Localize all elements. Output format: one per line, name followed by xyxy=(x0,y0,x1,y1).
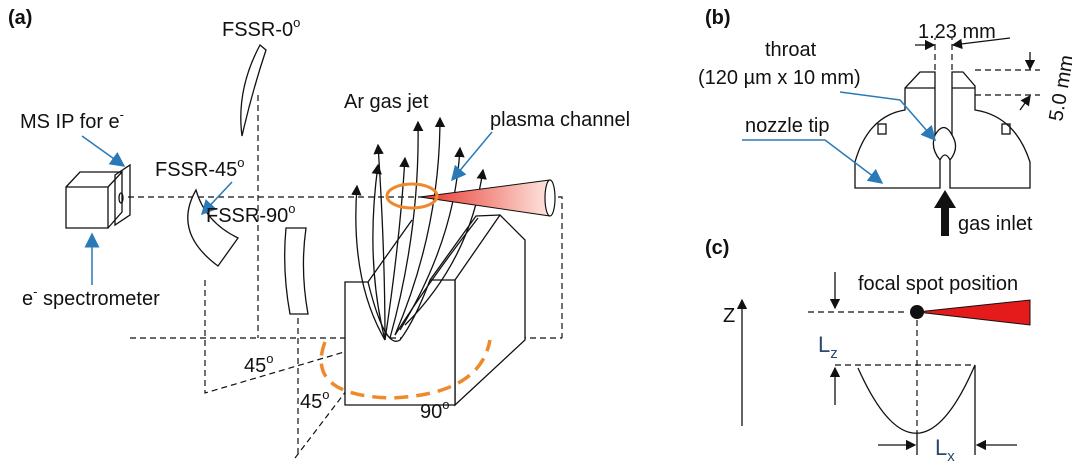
crystal-label: FSSR-45o xyxy=(155,155,244,181)
angle-arc xyxy=(319,339,492,400)
label-text: L xyxy=(818,332,830,357)
label-sub: x xyxy=(947,448,955,465)
panel-c: (c) focal spot position Z Lz Lx xyxy=(705,237,1031,465)
pointer xyxy=(81,135,126,167)
panel-label: (c) xyxy=(705,237,729,259)
nozzle-section xyxy=(854,71,1031,189)
label: MS IP for e- xyxy=(20,107,124,133)
label-sup: o xyxy=(266,351,273,366)
pointer xyxy=(839,91,936,142)
label: throat xyxy=(765,39,817,61)
dimension-lines xyxy=(934,38,1040,96)
label-sup: o xyxy=(442,397,449,412)
label: nozzle tip xyxy=(745,115,830,137)
label-sup: o xyxy=(322,387,329,402)
label-sup: - xyxy=(120,107,124,122)
label-text: MS IP for e xyxy=(20,111,120,133)
label-text: FSSR-45 xyxy=(155,159,237,181)
laser-cone xyxy=(419,179,551,217)
label-text: spectrometer xyxy=(37,288,160,310)
panel-label: (b) xyxy=(705,7,731,29)
symbol: Lx xyxy=(935,435,955,465)
label-sub: z xyxy=(830,345,838,362)
pointer xyxy=(742,139,884,184)
label: Ar gas jet xyxy=(344,91,429,113)
panel-a: (a) FSSR-0o MS IP for e- e- spectrometer… xyxy=(8,7,630,459)
label-text: L xyxy=(935,435,947,460)
label-sup: - xyxy=(33,284,37,299)
label-text: 45 xyxy=(300,391,322,413)
label-sup: o xyxy=(293,15,300,30)
label-sup: o xyxy=(288,201,295,216)
crystal-label: FSSR-0o xyxy=(222,15,300,41)
angle-label: 90o xyxy=(420,397,449,423)
laser-cone xyxy=(916,299,1031,326)
label: gas inlet xyxy=(958,213,1033,235)
panel-b: (b) 1.23 mm 5.0 mm throat (120 µm x 10 m… xyxy=(698,7,1072,236)
focal-spot xyxy=(910,305,924,319)
label: focal spot position xyxy=(858,273,1018,295)
spectrometer-box xyxy=(65,163,131,229)
panel-label: (a) xyxy=(8,7,32,29)
inlet-arrow xyxy=(934,190,956,236)
label-text: FSSR-90 xyxy=(206,205,288,227)
label-sup: o xyxy=(237,155,244,170)
pointer xyxy=(451,131,493,182)
label: plasma channel xyxy=(490,109,630,131)
label-text: e xyxy=(22,288,33,310)
axis-label: Z xyxy=(723,305,735,327)
angle-label: 45o xyxy=(244,351,273,377)
symbol: Lz xyxy=(818,332,838,362)
crystal xyxy=(284,227,309,315)
dashed-guides xyxy=(808,311,975,432)
label: (120 µm x 10 mm) xyxy=(698,67,861,89)
crystal xyxy=(240,43,267,137)
label: 5.0 mm xyxy=(1045,53,1072,122)
label-text: 45 xyxy=(244,355,266,377)
dim-arrow xyxy=(1019,94,1031,111)
angle-label: 45o xyxy=(300,387,329,413)
dim-arrow xyxy=(951,37,1011,50)
crystal-label: FSSR-90o xyxy=(206,201,295,227)
plasma-ellipse xyxy=(385,182,439,210)
parabola xyxy=(857,364,976,455)
label-text: FSSR-0 xyxy=(222,19,293,41)
laser-aperture xyxy=(544,179,556,217)
label: 1.23 mm xyxy=(918,21,996,43)
nozzle-block xyxy=(344,213,526,407)
pointer xyxy=(200,181,233,216)
label-text: 90 xyxy=(420,401,442,423)
label: e- spectrometer xyxy=(22,284,160,310)
